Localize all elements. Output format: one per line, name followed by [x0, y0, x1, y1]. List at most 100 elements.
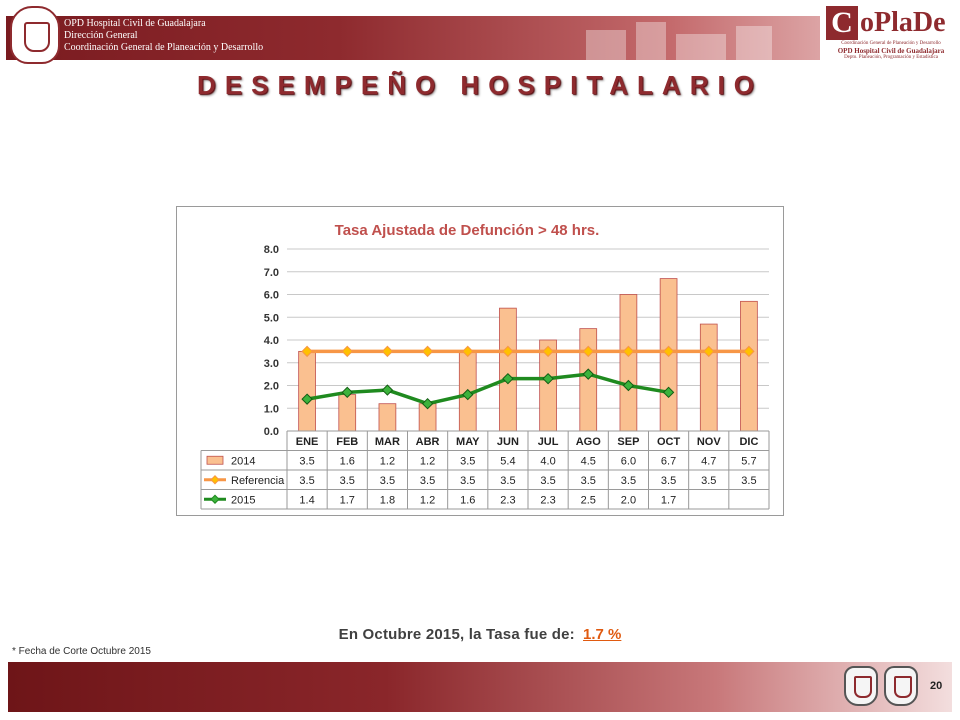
cut-date-note: * Fecha de Corte Octubre 2015: [12, 646, 151, 657]
data-label: 3.5: [741, 475, 756, 487]
data-label: 3.5: [540, 475, 555, 487]
hospital-building-icon: [586, 22, 772, 60]
legend-key-2014: [206, 455, 224, 465]
series-2015-point: [662, 386, 675, 399]
category-label: ENE: [296, 436, 319, 448]
data-label: 1.7: [661, 494, 676, 506]
y-tick-label: 1.0: [264, 403, 279, 415]
referencia-point: [341, 345, 353, 358]
referencia-point: [542, 345, 554, 358]
org-lines: OPD Hospital Civil de Guadalajara Direcc…: [64, 18, 263, 54]
chart-title: Tasa Ajustada de Defunción > 48 hrs.: [335, 222, 600, 239]
referencia-point: [703, 345, 715, 358]
bar-2014: [619, 294, 638, 432]
coplade-logo-text: oPlaDe: [860, 7, 946, 38]
category-label: OCT: [657, 436, 681, 448]
y-tick-label: 6.0: [264, 290, 279, 302]
note-prefix: En Octubre 2015, la Tasa fue de:: [338, 626, 575, 643]
series-2015-point: [301, 393, 313, 405]
logo-line-3: Depto. Planeación, Programación y Estadí…: [844, 55, 938, 60]
org-line-2: Dirección General: [64, 30, 138, 41]
data-label: 2.5: [581, 494, 596, 506]
data-label: 1.6: [340, 455, 355, 467]
referencia-point: [462, 345, 474, 358]
data-label: 1.7: [340, 494, 355, 506]
category-label: MAR: [375, 436, 400, 448]
data-label: 3.5: [380, 475, 395, 487]
page-number: 20: [930, 680, 943, 692]
y-tick-label: 8.0: [264, 244, 279, 256]
referencia-point: [582, 345, 594, 358]
note-value: 1.7 %: [583, 626, 622, 643]
y-tick-label: 5.0: [264, 312, 279, 324]
category-label: NOV: [697, 436, 722, 448]
series-2015-point: [622, 379, 635, 392]
state-seal-icon: [844, 666, 878, 706]
series-2015-point: [381, 384, 394, 396]
category-label: AGO: [576, 436, 602, 448]
category-label: FEB: [336, 436, 358, 448]
y-tick-label: 3.0: [264, 358, 279, 370]
data-label: 3.5: [701, 475, 716, 487]
legend-label: 2014: [231, 455, 255, 467]
data-label: 3.5: [420, 475, 435, 487]
data-label: 3.5: [661, 475, 676, 487]
data-label: 4.0: [540, 455, 555, 467]
legend-label: 2015: [231, 494, 255, 506]
data-label: 1.2: [420, 455, 435, 467]
chart-svg: Tasa Ajustada de Defunción > 48 hrs. 0.0 1…: [200, 222, 770, 510]
referencia-point: [301, 345, 313, 358]
header-band: [6, 16, 956, 60]
referencia-point: [421, 345, 434, 358]
referencia-point: [743, 345, 755, 358]
series-2015-point: [542, 372, 554, 385]
category-label: DIC: [739, 436, 758, 448]
data-label: 3.5: [460, 475, 475, 487]
data-label: 2.3: [540, 494, 555, 506]
data-label: 1.2: [420, 494, 435, 506]
category-label: ABR: [416, 436, 440, 448]
data-label: 3.5: [460, 455, 475, 467]
legend-label: Referencia: [231, 475, 285, 487]
bar-2014: [499, 307, 517, 432]
data-label: 2.0: [621, 494, 636, 506]
logo-line-1: Coordinación General de Planeación y Des…: [841, 41, 941, 46]
bar-2014: [699, 323, 718, 432]
coplade-logo-letter: C: [826, 6, 858, 40]
data-label: 3.5: [340, 475, 355, 487]
data-label: 5.7: [741, 455, 756, 467]
footer-band: [8, 662, 952, 712]
y-tick-label: 2.0: [264, 381, 279, 393]
y-tick-label: 4.0: [264, 335, 279, 347]
data-label: 1.2: [380, 455, 395, 467]
series-2015-point: [421, 397, 434, 410]
legend-key-marker: [210, 494, 220, 504]
data-label: 3.5: [500, 475, 515, 487]
data-label: 6.7: [661, 455, 676, 467]
coplade-logo: C oPlaDe Coordinación General de Planeac…: [820, 4, 960, 64]
data-label: 1.6: [460, 494, 475, 506]
referencia-point: [381, 345, 394, 358]
referencia-point: [502, 345, 514, 358]
category-label: MAY: [456, 436, 480, 448]
bar-2014: [338, 394, 357, 432]
data-label: 4.7: [701, 455, 716, 467]
page-title: DESEMPEÑO HOSPITALARIO: [197, 70, 763, 100]
data-label: 1.4: [299, 494, 314, 506]
bar-2014: [740, 300, 758, 432]
legend-key-marker: [210, 475, 220, 485]
university-seal-icon: [10, 6, 60, 64]
series-2015-point: [462, 388, 474, 401]
data-label: 4.5: [581, 455, 596, 467]
data-label: 3.5: [299, 475, 314, 487]
logo-line-2: OPD Hospital Civil de Guadalajara: [837, 47, 945, 55]
y-tick-label: 0.0: [264, 426, 279, 438]
org-line-3: Coordinación General de Planeación y Des…: [64, 42, 264, 53]
series-2015-line: [306, 372, 669, 406]
series-2015-point: [582, 368, 594, 380]
data-label: 1.8: [380, 494, 395, 506]
data-label: 5.4: [500, 455, 515, 467]
data-label: 3.5: [621, 475, 636, 487]
data-label: 6.0: [621, 455, 636, 467]
note: En Octubre 2015, la Tasa fue de: 1.7 %: [0, 626, 960, 643]
